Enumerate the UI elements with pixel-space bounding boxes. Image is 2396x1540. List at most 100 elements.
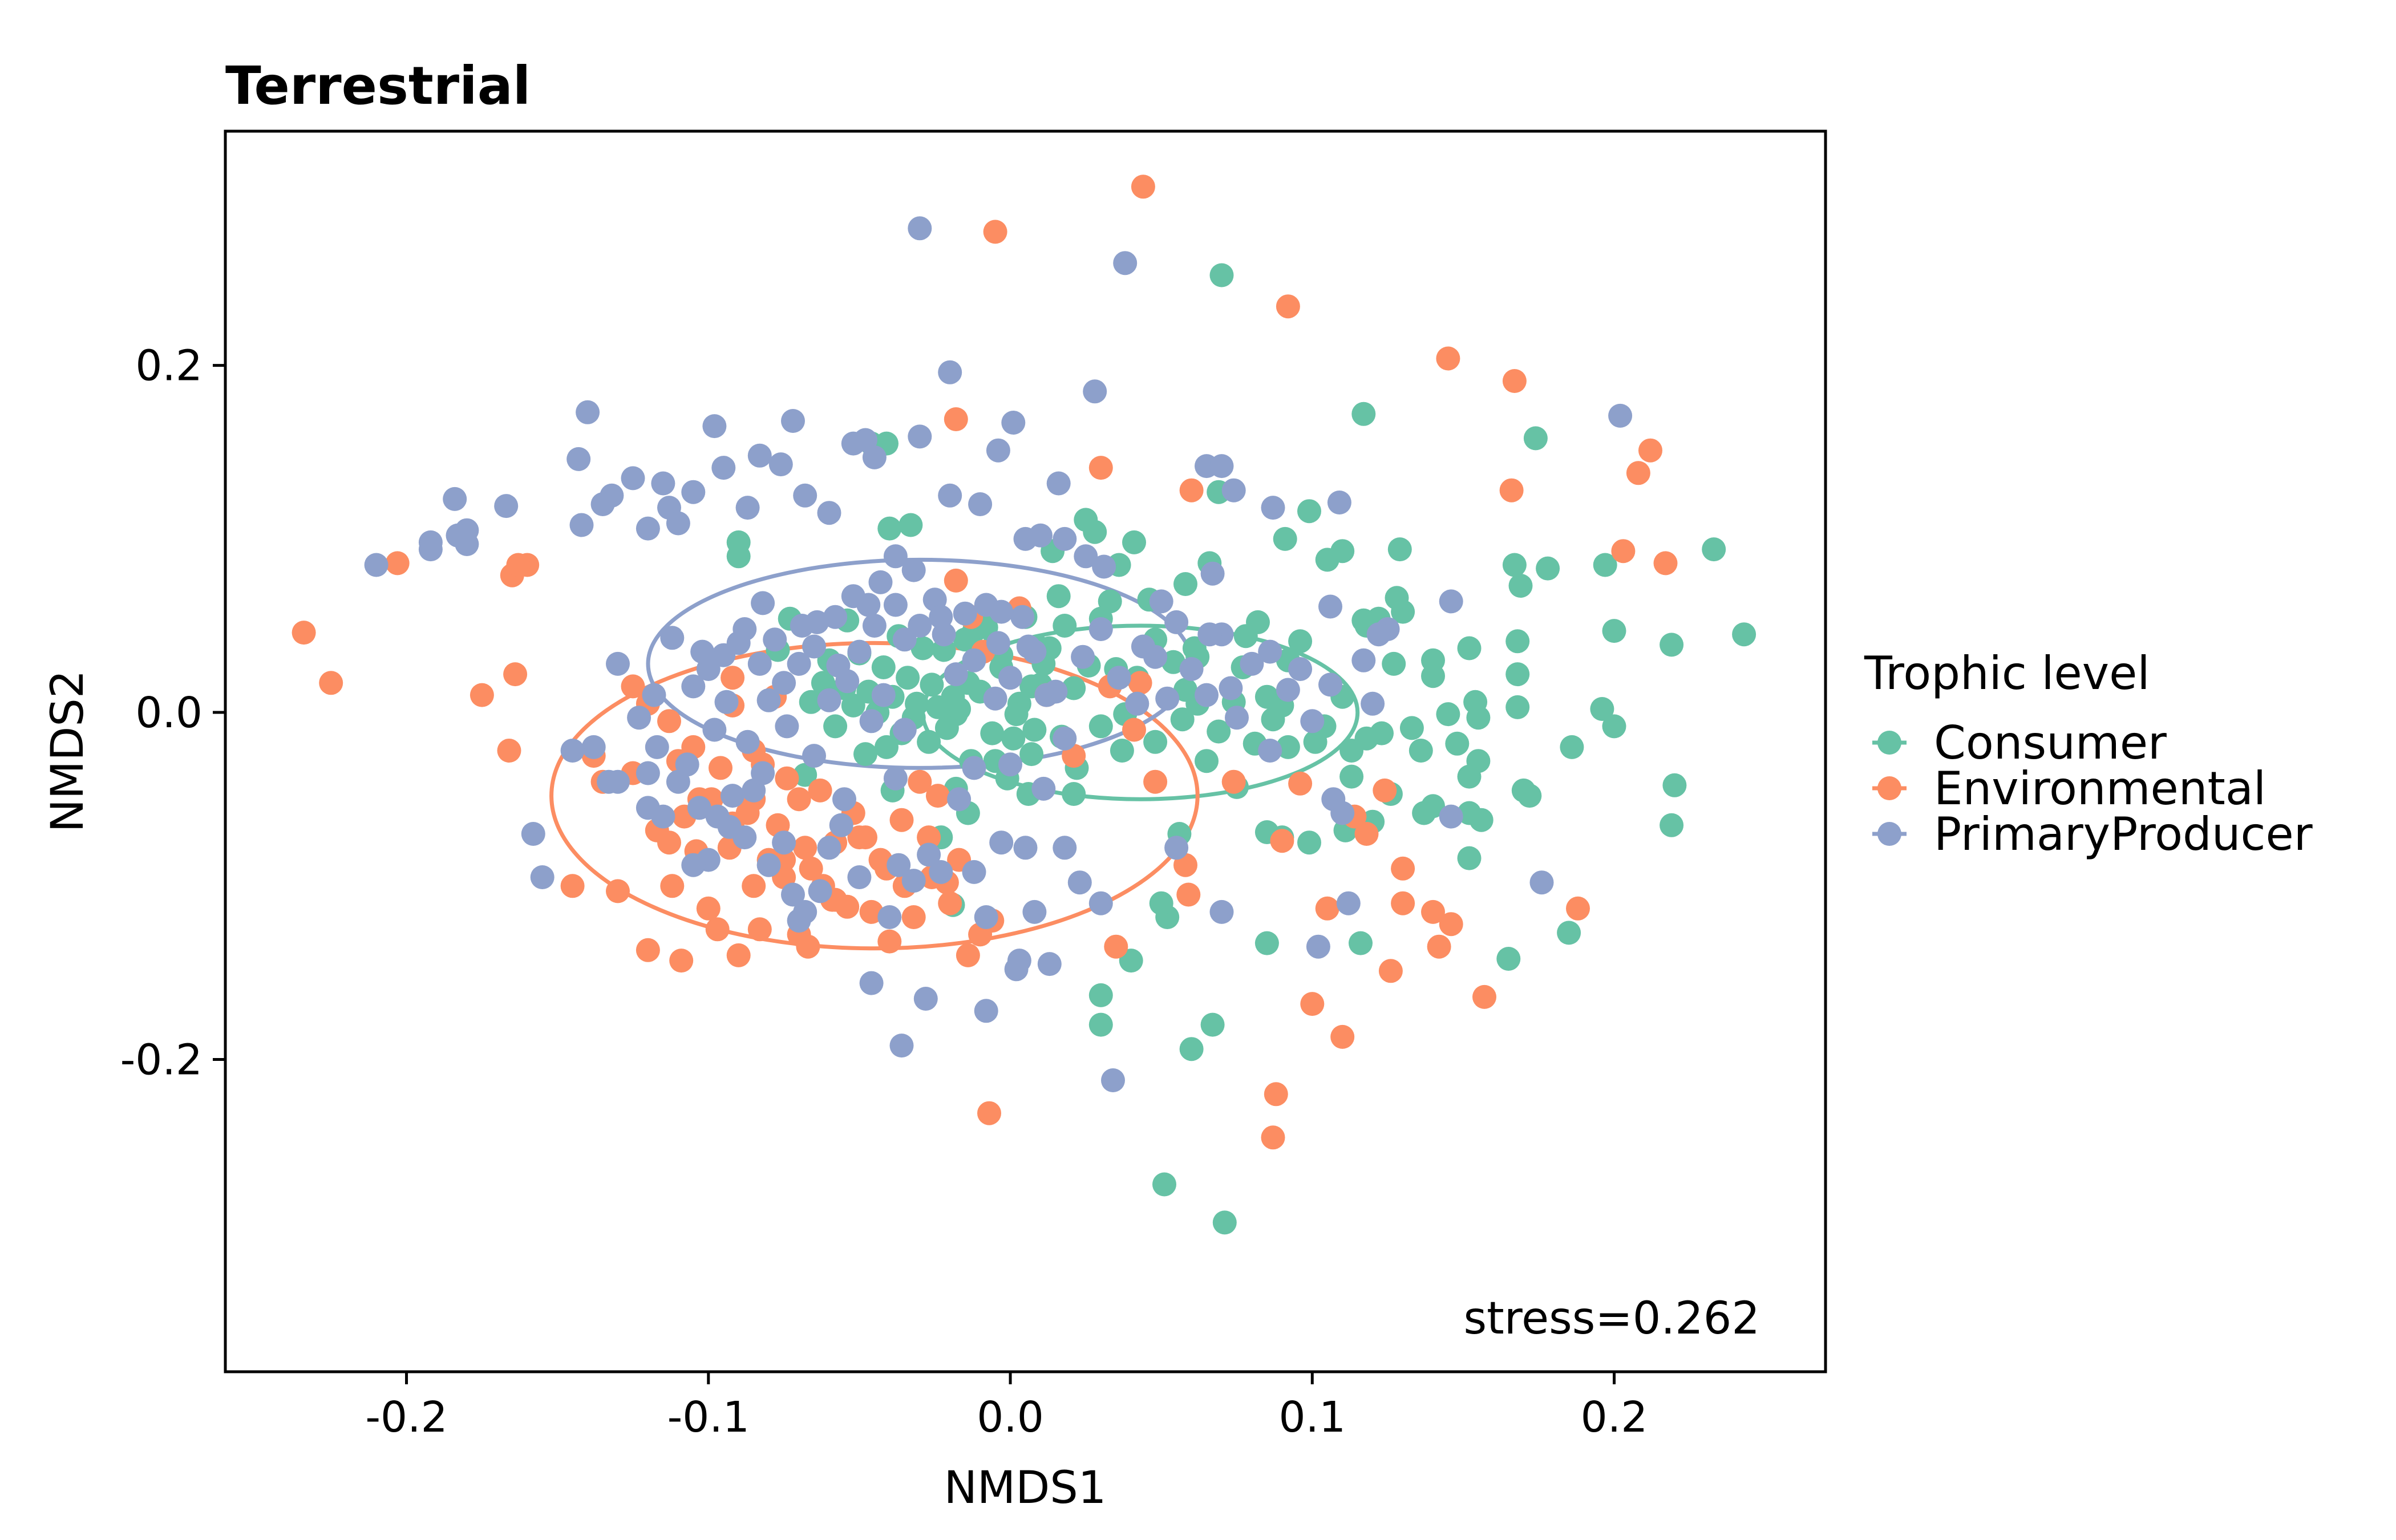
- point-environmental-66: [657, 830, 681, 855]
- point-consumer-20: [1508, 574, 1533, 598]
- point-environmental-24: [621, 674, 645, 699]
- point-environmental-13: [292, 621, 316, 645]
- x-tick-label-3: 0.1: [1278, 1393, 1346, 1442]
- point-environmental-104: [1378, 959, 1403, 983]
- point-environmental-41: [877, 929, 902, 954]
- point-primaryproducer-123: [772, 671, 796, 695]
- point-primaryproducer-184: [1031, 776, 1056, 801]
- point-primaryproducer-29: [968, 492, 993, 516]
- point-primaryproducer-191: [1197, 622, 1222, 647]
- point-primaryproducer-12: [576, 400, 600, 424]
- point-environmental-30: [721, 666, 745, 690]
- point-primaryproducer-195: [883, 766, 908, 791]
- point-consumer-168: [1046, 584, 1071, 609]
- point-consumer-154: [1149, 891, 1173, 915]
- point-primaryproducer-104: [1022, 899, 1047, 924]
- point-environmental-99: [1330, 1024, 1355, 1049]
- point-primaryproducer-176: [802, 744, 826, 768]
- point-primaryproducer-0: [908, 216, 932, 241]
- x-tick-label-4: 0.2: [1581, 1393, 1648, 1442]
- point-environmental-55: [696, 896, 721, 921]
- point-environmental-5: [1638, 438, 1662, 463]
- point-primaryproducer-164: [1336, 891, 1361, 915]
- point-environmental-91: [1128, 671, 1152, 695]
- legend-label: PrimaryProducer: [1934, 808, 2313, 861]
- point-consumer-155: [1179, 1037, 1204, 1061]
- point-primaryproducer-58: [883, 544, 908, 569]
- point-primaryproducer-138: [953, 601, 977, 626]
- point-primaryproducer-154: [1195, 683, 1219, 707]
- point-environmental-114: [977, 1101, 1001, 1125]
- point-environmental-115: [1104, 934, 1128, 959]
- point-primaryproducer-182: [962, 756, 986, 780]
- point-environmental-11: [1653, 551, 1678, 576]
- point-primaryproducer-77: [651, 804, 675, 829]
- point-environmental-21: [497, 739, 521, 763]
- point-primaryproducer-79: [675, 752, 699, 777]
- point-environmental-54: [669, 949, 694, 973]
- point-consumer-100: [1001, 726, 1026, 751]
- point-primaryproducer-117: [606, 769, 630, 794]
- point-primaryproducer-80: [687, 796, 711, 820]
- point-consumer-165: [1469, 808, 1494, 832]
- y-axis-label: NMDS2: [42, 670, 94, 833]
- point-environmental-96: [1270, 829, 1294, 853]
- data-points: [292, 175, 1756, 1235]
- point-primaryproducer-121: [735, 730, 760, 754]
- point-consumer-156: [1200, 1012, 1225, 1037]
- point-primaryproducer-95: [887, 853, 911, 877]
- point-primaryproducer-14: [747, 443, 772, 468]
- point-primaryproducer-101: [974, 905, 998, 929]
- point-consumer-71: [1161, 650, 1185, 674]
- point-primaryproducer-97: [913, 987, 938, 1011]
- point-consumer-61: [1233, 624, 1258, 649]
- point-primaryproducer-143: [1010, 605, 1035, 629]
- point-primaryproducer-129: [847, 639, 872, 664]
- point-primaryproducer-113: [1007, 949, 1031, 973]
- point-primaryproducer-152: [1164, 610, 1189, 634]
- point-environmental-94: [1176, 882, 1201, 907]
- point-primaryproducer-128: [835, 669, 860, 694]
- point-environmental-10: [1611, 539, 1636, 564]
- point-primaryproducer-36: [1608, 403, 1633, 428]
- point-environmental-29: [709, 756, 732, 780]
- point-environmental-52: [636, 938, 660, 962]
- point-environmental-97: [1288, 771, 1313, 796]
- point-consumer-86: [1062, 676, 1086, 700]
- point-environmental-98: [1300, 992, 1325, 1016]
- point-environmental-6: [1626, 461, 1650, 485]
- point-consumer-5: [1660, 633, 1684, 657]
- point-consumer-59: [1254, 931, 1279, 955]
- point-environmental-63: [796, 934, 820, 959]
- point-primaryproducer-83: [732, 825, 757, 850]
- point-environmental-3: [1436, 346, 1460, 371]
- point-primaryproducer-200: [732, 617, 757, 641]
- point-primaryproducer-43: [455, 532, 479, 556]
- point-primaryproducer-171: [1439, 804, 1463, 829]
- point-consumer-134: [823, 714, 848, 739]
- point-environmental-59: [747, 917, 772, 942]
- point-primaryproducer-42: [418, 537, 443, 562]
- point-consumer-169: [1143, 730, 1168, 754]
- point-primaryproducer-21: [590, 492, 615, 516]
- point-environmental-80: [917, 825, 941, 850]
- point-primaryproducer-153: [1179, 657, 1204, 681]
- point-consumer-24: [1463, 690, 1488, 714]
- point-primaryproducer-25: [735, 496, 760, 520]
- point-environmental-122: [775, 766, 799, 791]
- point-primaryproducer-193: [1043, 679, 1068, 704]
- point-primaryproducer-142: [998, 666, 1022, 690]
- point-primaryproducer-2: [938, 360, 962, 384]
- legend-entry-primaryproducer: PrimaryProducer: [1872, 808, 2313, 861]
- legend-label: Environmental: [1934, 762, 2266, 815]
- point-primaryproducer-198: [763, 627, 787, 652]
- point-consumer-57: [1254, 684, 1279, 709]
- point-primaryproducer-24: [666, 511, 690, 536]
- point-primaryproducer-99: [947, 787, 972, 812]
- point-environmental-110: [1472, 984, 1496, 1009]
- point-consumer-129: [853, 742, 877, 767]
- point-consumer-9: [1602, 714, 1626, 739]
- point-primaryproducer-47: [1029, 523, 1053, 548]
- point-consumer-85: [1074, 508, 1098, 532]
